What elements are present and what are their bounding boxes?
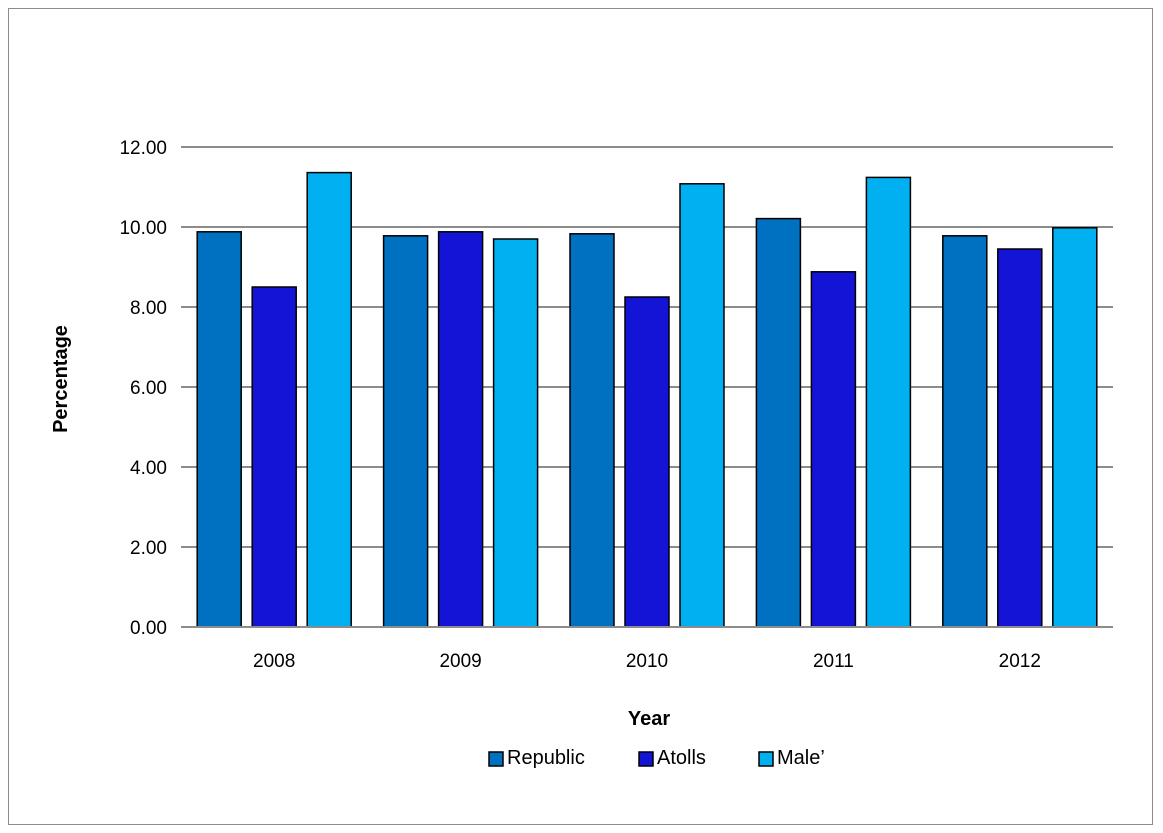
x-tick-label: 2008 — [253, 651, 295, 672]
bars — [196, 171, 1098, 628]
bar-male-2011 — [865, 176, 912, 628]
legend-label: Republic — [507, 747, 585, 769]
legend-label: Male’ — [777, 747, 825, 769]
x-tick-label: 2009 — [439, 651, 481, 672]
y-tick-label: 12.00 — [119, 138, 167, 159]
y-tick-label: 6.00 — [130, 378, 167, 399]
bar-republic-2012 — [942, 235, 988, 628]
y-tick-label: 4.00 — [130, 458, 167, 479]
bar-republic-2010 — [569, 233, 615, 628]
bar-male-2009 — [492, 238, 539, 628]
bar-atolls-2008 — [251, 286, 297, 628]
legend-swatch — [488, 751, 504, 767]
bar-atolls-2009 — [437, 231, 484, 628]
y-tick-label: 8.00 — [130, 298, 167, 319]
bar-atolls-2011 — [810, 271, 857, 628]
bar-male-2008 — [306, 171, 352, 628]
x-tick-label: 2011 — [813, 651, 854, 672]
x-axis-title: Year — [628, 708, 670, 730]
bar-atolls-2010 — [624, 296, 670, 628]
legend: Republic Atolls Male’ — [488, 747, 825, 769]
bar-republic-2009 — [382, 235, 429, 628]
bar-atolls-2012 — [997, 248, 1043, 628]
legend-swatch — [758, 751, 774, 767]
y-tick-label: 0.00 — [130, 618, 167, 639]
y-tick-labels: 0.00 2.00 4.00 6.00 8.00 10.00 12.00 — [119, 138, 167, 639]
y-axis-title: Percentage — [50, 325, 72, 433]
bar-male-2012 — [1052, 227, 1098, 628]
bar-male-2010 — [679, 183, 725, 628]
chart-frame: 0.00 2.00 4.00 6.00 8.00 10.00 12.00 2008 2009 2… — [8, 8, 1153, 825]
x-tick-labels: 2008 2009 2010 2011 2012 — [253, 651, 1041, 672]
x-tick-label: 2012 — [999, 651, 1041, 672]
x-tick-label: 2010 — [626, 651, 668, 672]
y-tick-label: 10.00 — [119, 218, 167, 239]
bar-republic-2008 — [196, 231, 242, 628]
y-tick-label: 2.00 — [130, 538, 167, 559]
legend-label: Atolls — [657, 747, 706, 769]
legend-swatch — [638, 751, 654, 767]
bar-republic-2011 — [755, 217, 802, 628]
